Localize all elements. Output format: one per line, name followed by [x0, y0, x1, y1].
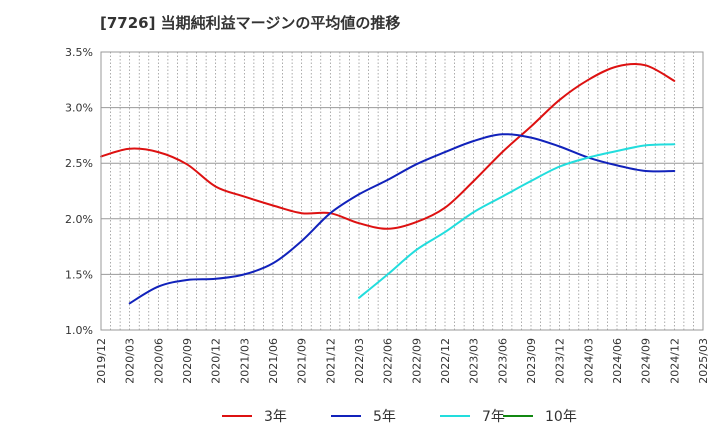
grid	[101, 51, 703, 331]
series-line-0	[100, 62, 676, 230]
legend-swatch	[503, 415, 533, 417]
y-tick-label: 3.5%	[65, 46, 93, 59]
x-tick-label: 2024/09	[640, 338, 653, 384]
x-tick-label: 2021/06	[267, 338, 280, 384]
y-tick-label: 1.0%	[65, 324, 93, 337]
legend-label: 3年	[264, 409, 287, 425]
legend-item-2: 7年	[440, 404, 505, 428]
x-tick-label: 2020/12	[210, 338, 223, 384]
legend-label: 10年	[545, 409, 577, 425]
legend-item-0: 3年	[222, 404, 287, 428]
legend-swatch	[331, 415, 361, 417]
x-axis: 2019/12 2020/03 2020/06 2020/09 2020/12 2021/…	[95, 338, 710, 384]
y-tick-label: 3.0%	[65, 102, 93, 115]
x-tick-label: 2023/06	[496, 338, 509, 384]
x-tick-label: 2024/03	[582, 338, 595, 384]
x-tick-label: 2020/09	[181, 338, 194, 384]
legend-label: 5年	[373, 409, 396, 425]
x-tick-label: 2023/09	[525, 338, 538, 384]
legend-item-3: 10年	[503, 404, 577, 428]
series-lines	[100, 62, 676, 305]
plot-frame	[100, 51, 704, 331]
x-tick-label: 2022/03	[353, 338, 366, 384]
legend-swatch	[222, 415, 252, 417]
x-tick-label: 2024/06	[611, 338, 624, 384]
legend-label: 7年	[482, 409, 505, 425]
x-tick-label: 2021/12	[324, 338, 337, 384]
y-tick-label: 1.5%	[65, 268, 93, 281]
x-tick-label: 2020/03	[124, 338, 137, 384]
legend-swatch	[440, 415, 470, 417]
y-tick-label: 2.5%	[65, 157, 93, 170]
chart-title: [7726] 当期純利益マージンの平均値の推移	[100, 14, 401, 32]
series-line-1	[128, 133, 676, 305]
x-tick-label: 2022/09	[410, 338, 423, 384]
x-tick-label: 2022/06	[382, 338, 395, 384]
series-line-2	[358, 143, 676, 299]
x-tick-label: 2023/12	[554, 338, 567, 384]
y-axis: 1.0% 1.5% 2.0% 2.5% 3.0% 3.5%	[65, 46, 93, 337]
x-tick-label: 2021/09	[296, 338, 309, 384]
x-tick-label: 2022/12	[439, 338, 452, 384]
x-tick-label: 2021/03	[238, 338, 251, 384]
y-tick-label: 2.0%	[65, 213, 93, 226]
x-tick-label: 2024/12	[668, 338, 681, 384]
legend: 3年 5年 7年 10年	[0, 404, 720, 428]
x-tick-label: 2025/03	[697, 338, 710, 384]
x-tick-label: 2019/12	[95, 338, 108, 384]
x-tick-label: 2020/06	[152, 338, 165, 384]
legend-item-1: 5年	[331, 404, 396, 428]
x-tick-label: 2023/03	[468, 338, 481, 384]
